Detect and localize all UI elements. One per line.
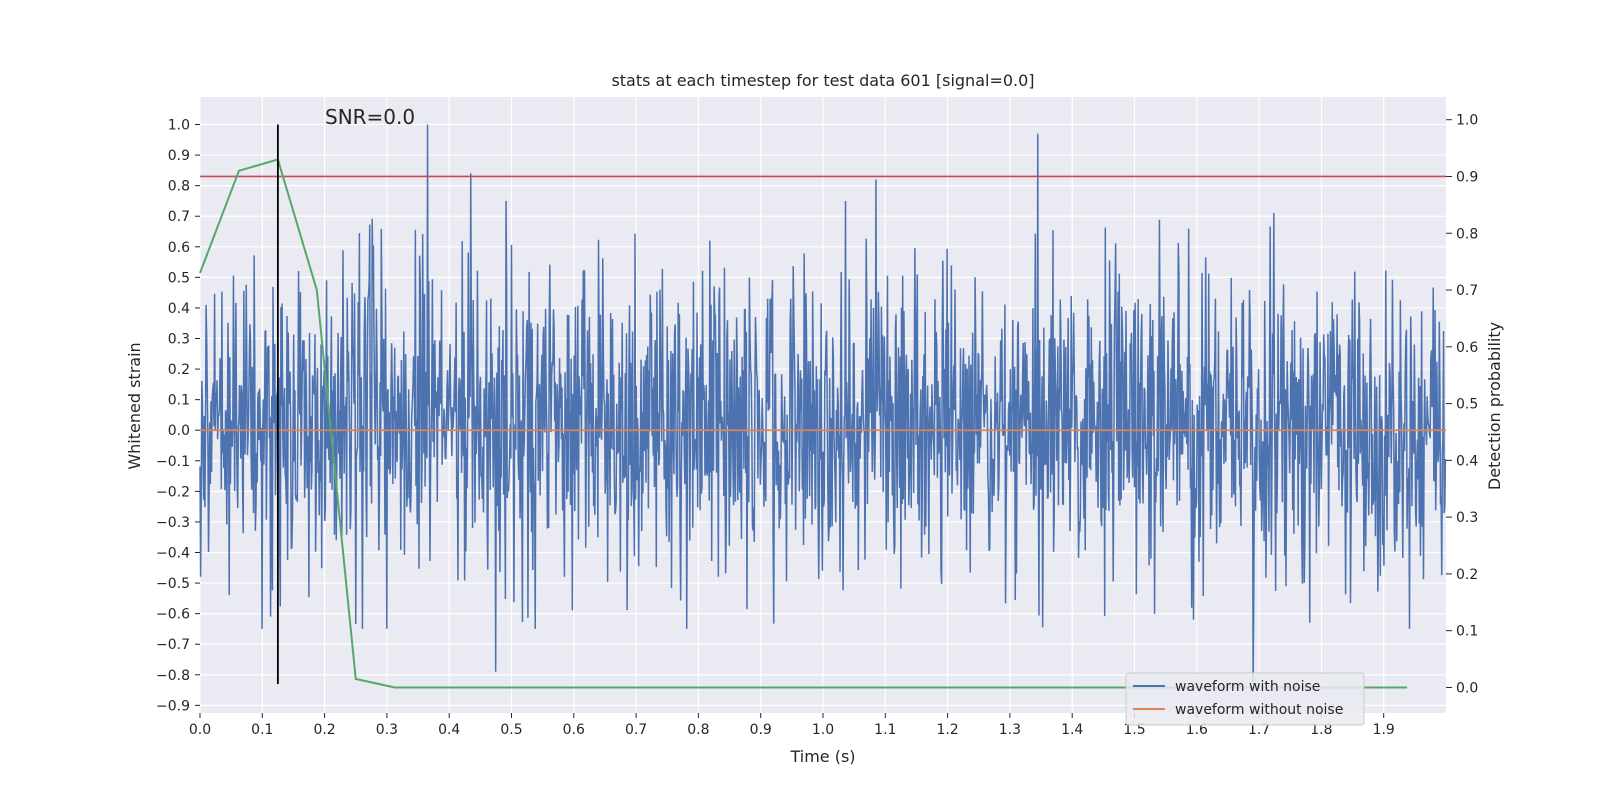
y-right-tick-label: 1.0 — [1456, 113, 1478, 129]
y-right-tick-label: 0.0 — [1456, 680, 1478, 696]
x-axis-ticks: 0.0 0.1 0.2 0.3 0.4 0.5 0.6 0.7 0.8 0.9 1.0 1.1 1.2 1… — [189, 713, 1395, 738]
y-right-tick-label: 0.4 — [1456, 453, 1478, 469]
x-tick-label: 1.9 — [1373, 722, 1395, 738]
y-right-tick-label: 0.8 — [1456, 226, 1478, 242]
y-right-tick-label: 0.6 — [1456, 340, 1478, 356]
y-left-tick-label: −0.9 — [156, 698, 190, 714]
y-right-tick-label: 0.5 — [1456, 397, 1478, 413]
y-axis-right-ticks: 1.0 0.9 0.8 0.7 0.6 0.5 0.4 0.3 0.2 0.1 0.0 — [1446, 113, 1478, 696]
y-left-tick-label: 0.6 — [168, 240, 190, 256]
y-right-tick-label: 0.1 — [1456, 624, 1478, 640]
legend-label-noise: waveform with noise — [1175, 679, 1320, 695]
y-left-tick-label: −0.6 — [156, 607, 190, 623]
x-tick-label: 1.4 — [1061, 722, 1083, 738]
y-left-tick-label: 0.7 — [168, 209, 190, 225]
x-tick-label: 0.0 — [189, 722, 211, 738]
legend-label-clean: waveform without noise — [1175, 702, 1343, 718]
grid-lines — [199, 97, 1446, 713]
x-tick-label: 1.1 — [874, 722, 896, 738]
x-tick-label: 1.2 — [936, 722, 958, 738]
series-waveform-with-noise — [199, 124, 1447, 684]
y-left-tick-label: 1.0 — [168, 118, 190, 134]
chart-title: stats at each timestep for test data 601… — [611, 71, 1034, 90]
x-tick-label: 1.8 — [1310, 722, 1332, 738]
y-left-tick-label: −0.5 — [156, 576, 190, 592]
x-tick-label: 1.7 — [1248, 722, 1270, 738]
y-left-tick-label: 0.0 — [168, 423, 190, 439]
y-right-tick-label: 0.9 — [1456, 169, 1478, 185]
y-left-tick-label: 0.5 — [168, 270, 190, 286]
y-left-tick-label: 0.4 — [168, 301, 190, 317]
x-tick-label: 1.3 — [999, 722, 1021, 738]
y-left-tick-label: −0.4 — [156, 546, 190, 562]
waveform-with-noise-line — [199, 124, 1447, 684]
y-left-tick-label: −0.7 — [156, 637, 190, 653]
x-tick-label: 0.5 — [500, 722, 522, 738]
x-tick-label: 1.0 — [812, 722, 834, 738]
y-left-tick-label: −0.2 — [156, 484, 190, 500]
x-tick-label: 1.6 — [1186, 722, 1208, 738]
y-right-tick-label: 0.2 — [1456, 567, 1478, 583]
y-left-tick-label: 0.9 — [168, 148, 190, 164]
y-left-tick-label: −0.3 — [156, 515, 190, 531]
legend: waveform with noise waveform without noi… — [1125, 672, 1365, 726]
x-tick-label: 0.9 — [750, 722, 772, 738]
x-tick-label: 0.2 — [313, 722, 335, 738]
detection-probability-line — [199, 158, 1408, 689]
x-tick-label: 0.8 — [687, 722, 709, 738]
y-right-tick-label: 0.3 — [1456, 510, 1478, 526]
x-tick-label: 0.1 — [251, 722, 273, 738]
y-left-tick-label: −0.1 — [156, 454, 190, 470]
y-right-tick-label: 0.7 — [1456, 283, 1478, 299]
series-detection-probability — [199, 158, 1408, 689]
x-tick-label: 0.7 — [625, 722, 647, 738]
y-left-tick-label: 0.3 — [168, 332, 190, 348]
y-left-tick-label: −0.8 — [156, 668, 190, 684]
y-axis-left-label: Whitened strain — [125, 342, 144, 469]
x-tick-label: 1.5 — [1123, 722, 1145, 738]
legend-box — [1125, 672, 1365, 726]
x-tick-label: 0.3 — [376, 722, 398, 738]
y-left-tick-label: 0.2 — [168, 362, 190, 378]
y-left-tick-label: 0.8 — [168, 179, 190, 195]
y-axis-right-label: Detection probability — [1485, 322, 1504, 490]
snr-annotation: SNR=0.0 — [325, 105, 415, 129]
x-tick-label: 0.6 — [563, 722, 585, 738]
y-left-tick-label: 0.1 — [168, 393, 190, 409]
y-axis-left-ticks: 1.0 0.9 0.8 0.7 0.6 0.5 0.4 0.3 0.2 0.1 0.0 −0.1 −0.… — [156, 118, 200, 714]
x-tick-label: 0.4 — [438, 722, 460, 738]
x-axis-label: Time (s) — [789, 747, 855, 766]
